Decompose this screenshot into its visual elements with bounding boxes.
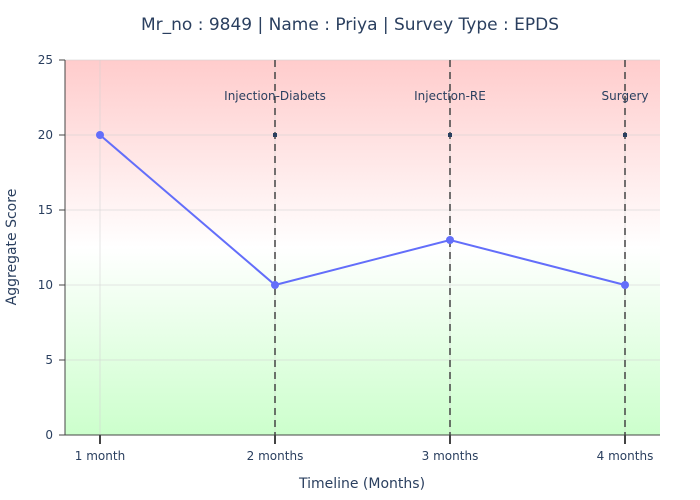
- x-tick-label: 2 months: [247, 449, 304, 463]
- grid: [65, 59, 660, 435]
- y-tick-label: 15: [38, 203, 53, 217]
- event-label: Injection-Diabets: [224, 89, 326, 103]
- event-label: Injection-RE: [414, 89, 486, 103]
- event-label: Surgery: [602, 89, 649, 103]
- data-point: [446, 236, 454, 244]
- y-tick-label: 20: [38, 128, 53, 142]
- event-lines: Injection-Diabets Injection-RE Surgery: [224, 60, 648, 435]
- y-tick-label: 25: [38, 53, 53, 67]
- plot-background: [65, 60, 660, 435]
- data-point: [621, 281, 629, 289]
- y-axis-label: Aggregate Score: [4, 189, 20, 306]
- data-point: [96, 131, 104, 139]
- axes: 0 5 10 15 20 25 1 month 2 months 3 months 4 month…: [38, 53, 660, 463]
- y-tick-label: 0: [45, 428, 53, 442]
- event-marker: [623, 133, 627, 137]
- series-line: [99, 134, 626, 287]
- event-marker: [448, 133, 452, 137]
- x-tick-label: 4 months: [597, 449, 654, 463]
- chart-title: Mr_no : 9849 | Name : Priya | Survey Typ…: [141, 15, 559, 35]
- data-point: [271, 281, 279, 289]
- series: [96, 131, 629, 289]
- y-tick-label: 10: [38, 278, 53, 292]
- x-tick-label: 1 month: [75, 449, 125, 463]
- y-tick-label: 5: [45, 353, 53, 367]
- x-tick-label: 3 months: [422, 449, 479, 463]
- event-marker: [273, 133, 277, 137]
- x-axis-label: Timeline (Months): [298, 476, 425, 492]
